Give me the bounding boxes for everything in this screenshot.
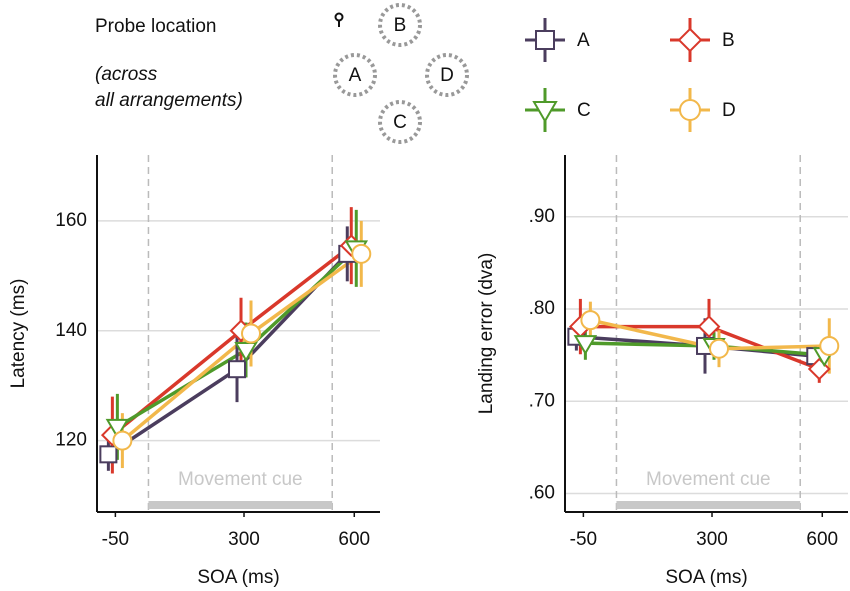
cue-bar <box>148 501 333 509</box>
marker <box>99 445 118 464</box>
marker <box>819 335 840 356</box>
marker <box>105 418 130 439</box>
legend-marker <box>677 27 703 53</box>
marker <box>241 323 262 344</box>
y-tick-label: .90 <box>529 206 555 227</box>
probe-spot <box>378 3 422 47</box>
cue-bar <box>616 501 801 509</box>
probe-spot <box>333 53 377 97</box>
legend-title: Probe location <box>95 16 216 37</box>
legend-note: all arrangements) <box>95 90 243 111</box>
y-tick-label: .70 <box>529 390 555 411</box>
y-axis-label: Landing error (dva) <box>476 253 497 415</box>
y-tick-label: 120 <box>55 430 87 451</box>
y-tick-label: 140 <box>55 320 87 341</box>
y-axis-label: Latency (ms) <box>8 279 29 389</box>
legend-note: (across <box>95 64 158 85</box>
y-tick-label: .80 <box>529 298 555 319</box>
y-tick-label: .60 <box>529 483 555 504</box>
marker <box>234 341 258 362</box>
marker <box>580 310 601 331</box>
probe-spot <box>378 100 422 144</box>
legend-marker <box>679 99 701 121</box>
legend-label: B <box>722 30 735 51</box>
x-tick-label: 600 <box>338 529 370 550</box>
legend-label: D <box>722 100 736 121</box>
x-tick-label: 300 <box>228 529 260 550</box>
marker <box>573 335 598 356</box>
marker <box>709 338 730 359</box>
probe-spot <box>425 53 469 97</box>
legend-label: A <box>577 30 590 51</box>
probe-icon <box>334 12 344 27</box>
cue-label: Movement cue <box>178 469 303 490</box>
y-tick-label: 160 <box>55 210 87 231</box>
cue-label: Movement cue <box>646 469 771 490</box>
probe-label: C <box>393 112 407 133</box>
marker <box>228 360 247 379</box>
x-axis-label: SOA (ms) <box>197 567 279 588</box>
legend-label: C <box>577 100 591 121</box>
marker <box>351 243 372 264</box>
x-tick-label: -50 <box>102 529 129 550</box>
legend-marker <box>532 101 558 123</box>
marker <box>112 430 133 451</box>
probe-label: B <box>394 15 407 36</box>
probe-label: D <box>440 65 454 86</box>
legend-marker <box>535 30 555 50</box>
x-tick-label: -50 <box>570 529 597 550</box>
probe-label: A <box>349 65 362 86</box>
x-tick-label: 600 <box>806 529 838 550</box>
marker <box>697 315 721 338</box>
x-axis-label: SOA (ms) <box>665 567 747 588</box>
x-tick-label: 300 <box>696 529 728 550</box>
